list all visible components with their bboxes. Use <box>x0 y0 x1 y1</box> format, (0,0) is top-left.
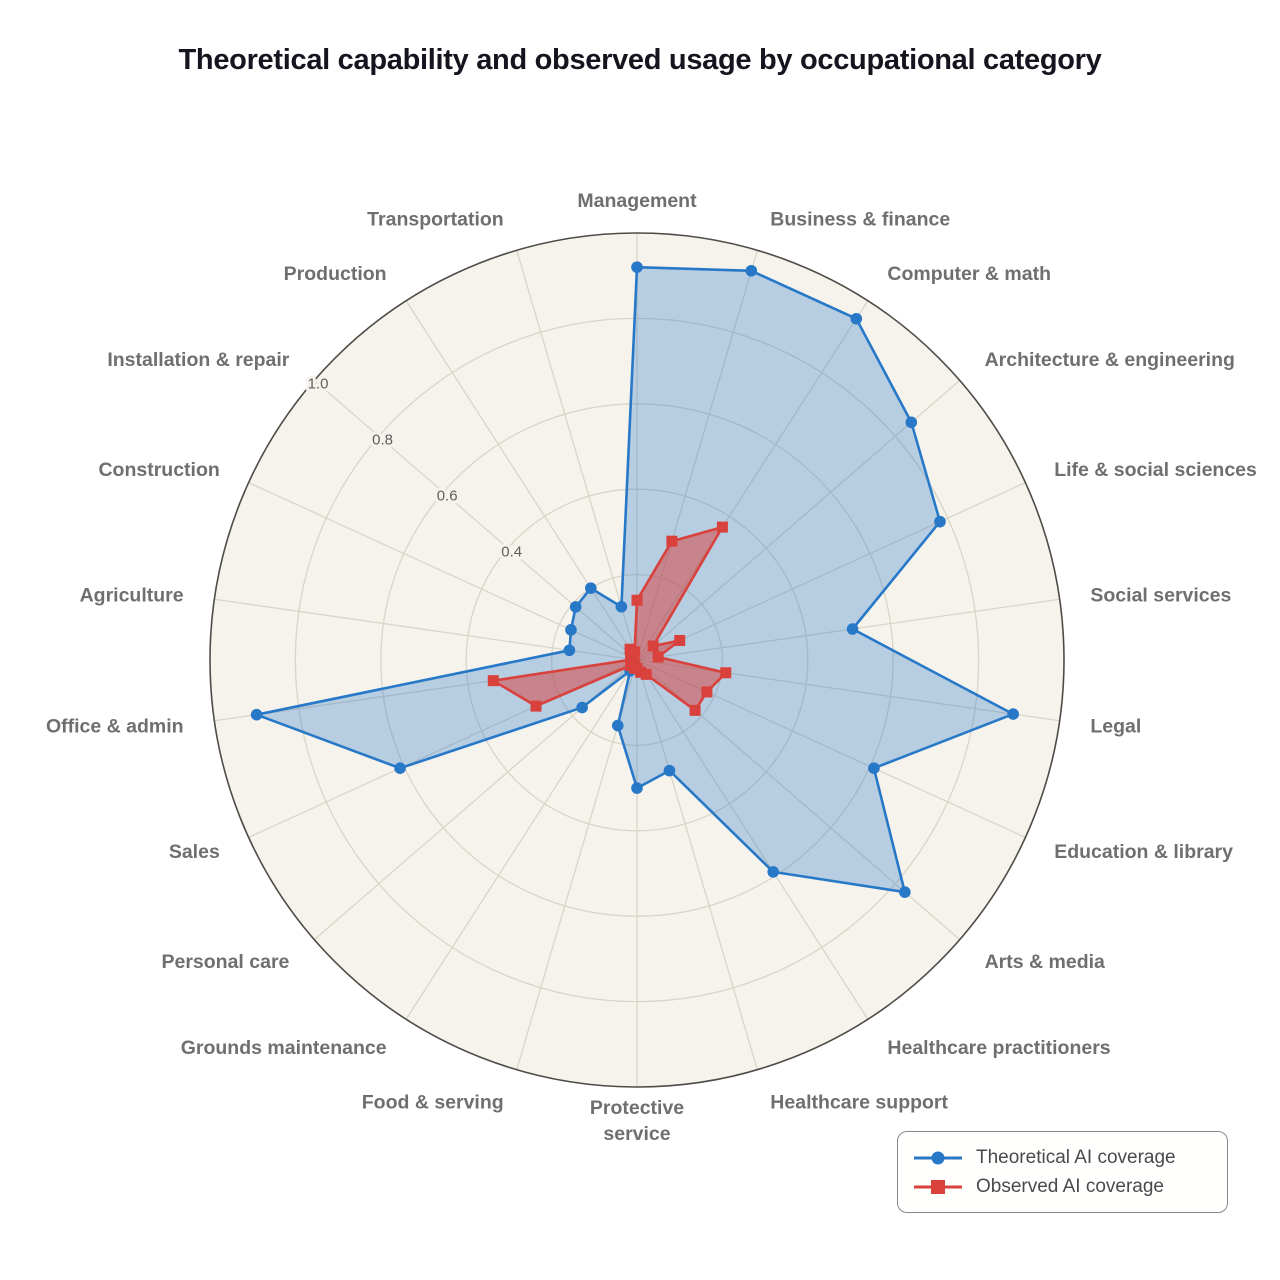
legend-label-theoretical: Theoretical AI coverage <box>976 1146 1176 1168</box>
category-label-office-admin: Office & admin <box>46 716 184 738</box>
grid-spoke <box>636 482 1026 661</box>
data-point-circle <box>565 624 577 636</box>
data-point-square <box>701 686 713 698</box>
series-theoretical <box>250 261 1019 898</box>
category-label-social-services: Social services <box>1090 585 1231 607</box>
category-label-personal-care: Personal care <box>161 951 289 973</box>
data-point-circle <box>899 886 911 898</box>
legend-item-observed: Observed AI coverage <box>912 1176 1213 1198</box>
data-point-square <box>689 704 701 716</box>
data-point-circle <box>767 866 780 878</box>
data-point-circle <box>631 782 643 794</box>
category-labels: Management Business & finance Computer & m… <box>46 190 1257 1145</box>
grid-spoke <box>636 659 869 1020</box>
category-label-installation-repair: Installation & repair <box>107 349 289 371</box>
category-label-agriculture: Agriculture <box>80 585 184 607</box>
category-label-management: Management <box>577 190 697 212</box>
data-point-circle <box>1007 708 1019 720</box>
grid-spoke <box>405 300 638 661</box>
category-label-legal: Legal <box>1090 716 1141 738</box>
legend: Theoretical AI coverage Observed AI cove… <box>897 1131 1228 1213</box>
data-point-square <box>720 667 732 679</box>
grid-spoke <box>636 659 758 1070</box>
outer-ring <box>209 232 1065 1088</box>
category-label-sales: Sales <box>169 841 220 863</box>
observed-marker-icon <box>914 1179 962 1194</box>
radial-tick-labels: 0.4 0.6 0.8 1.0 <box>305 373 526 564</box>
data-point-circle <box>663 764 676 777</box>
data-point-circle <box>615 600 628 613</box>
data-point-circle <box>394 762 406 775</box>
legend-label-observed: Observed AI coverage <box>976 1175 1164 1197</box>
legend-item-theoretical: Theoretical AI coverage <box>912 1147 1213 1169</box>
grid-spoke <box>636 379 961 661</box>
data-point-square <box>716 521 728 533</box>
radial-tick-label: 0.4 <box>501 543 522 560</box>
data-point-square <box>647 640 659 652</box>
data-point-circle <box>934 515 946 528</box>
data-point-square <box>652 651 664 663</box>
category-label-arts-media: Arts & media <box>985 951 1105 973</box>
radial-tick-label: 1.0 <box>308 376 329 393</box>
series-observed <box>487 521 732 716</box>
grid-spoke <box>405 659 638 1020</box>
theoretical-marker-icon <box>914 1151 962 1164</box>
category-label-healthcare-practitioners: Healthcare practitioners <box>887 1037 1110 1059</box>
grid-spoke <box>516 250 638 661</box>
data-point-circle <box>576 701 588 714</box>
data-point-circle <box>250 708 263 721</box>
data-point-square <box>666 535 678 547</box>
data-point-circle <box>569 601 582 613</box>
data-point-square <box>674 634 686 646</box>
data-point-square <box>640 668 652 680</box>
data-point-circle <box>631 261 643 273</box>
data-point-circle <box>850 312 863 325</box>
data-point-square <box>629 646 641 658</box>
data-point-circle <box>745 264 758 277</box>
category-label-healthcare-support: Healthcare support <box>770 1091 948 1113</box>
category-label-construction: Construction <box>98 459 219 481</box>
data-point-circle <box>905 416 918 429</box>
category-label-architecture-engineering: Architecture & engineering <box>985 349 1235 371</box>
category-label-food-serving: Food & serving <box>362 1091 504 1113</box>
data-point-circle <box>868 762 880 775</box>
data-point-square <box>487 675 499 687</box>
grid-spoke <box>313 379 638 661</box>
category-label-grounds-maintenance: Grounds maintenance <box>181 1037 387 1059</box>
radial-tick-label: 0.8 <box>372 432 393 449</box>
data-point-square <box>631 594 643 606</box>
category-label-computer-math: Computer & math <box>887 263 1051 285</box>
category-label-protective-service: Protective service <box>590 1097 684 1145</box>
category-label-life-social-sciences: Life & social sciences <box>1054 459 1257 481</box>
data-point-circle <box>585 582 597 594</box>
category-label-transportation: Transportation <box>367 209 504 231</box>
data-point-circle <box>846 623 859 635</box>
category-label-business-finance: Business & finance <box>770 209 950 231</box>
data-point-square <box>625 660 637 672</box>
chart-title: Theoretical capability and observed usag… <box>178 44 1102 76</box>
data-point-circle <box>611 719 624 732</box>
data-point-square <box>530 700 542 712</box>
radial-tick-label: 0.6 <box>437 488 458 505</box>
data-point-circle <box>563 644 576 657</box>
category-label-education-library: Education & library <box>1054 841 1233 863</box>
category-label-production: Production <box>284 263 387 285</box>
